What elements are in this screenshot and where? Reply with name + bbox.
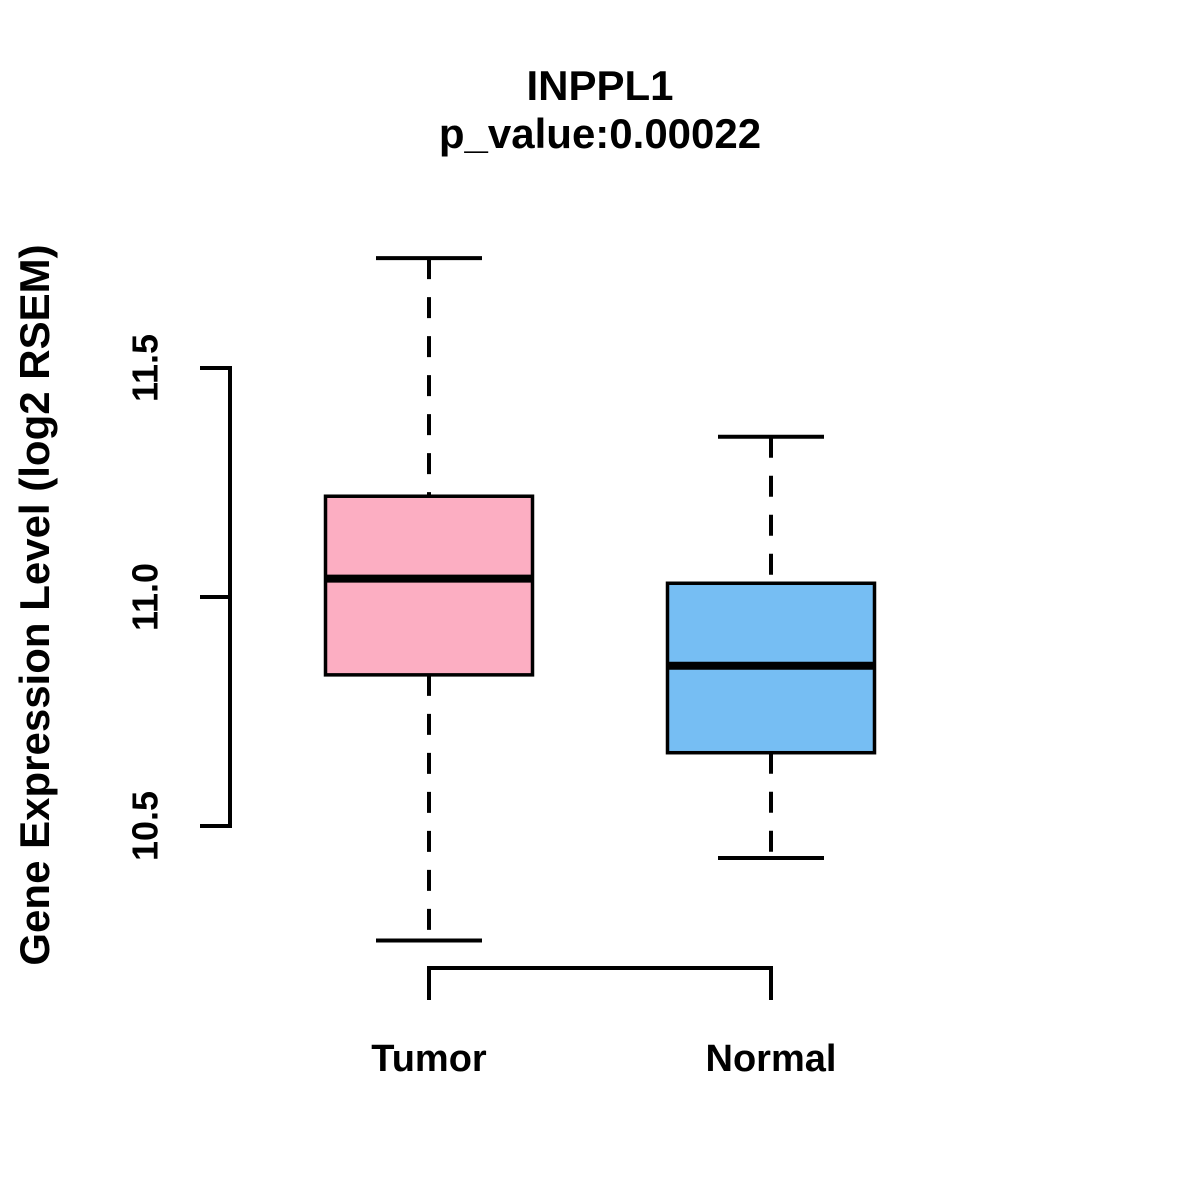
title-block: INPPL1 p_value:0.00022 (0, 62, 1200, 158)
y-tick-label: 11.0 (125, 563, 166, 631)
y-tick-label: 10.5 (125, 791, 166, 861)
x-axis-bracket (427, 966, 773, 1000)
chart-title: INPPL1 (526, 62, 674, 109)
x-axis-label-tumor: Tumor (371, 1038, 487, 1080)
tumor-box (323, 494, 535, 677)
x-axis-label-normal: Normal (705, 1038, 837, 1080)
y-tick-label: 11.5 (125, 334, 166, 402)
chart-subtitle: p_value:0.00022 (438, 110, 762, 157)
